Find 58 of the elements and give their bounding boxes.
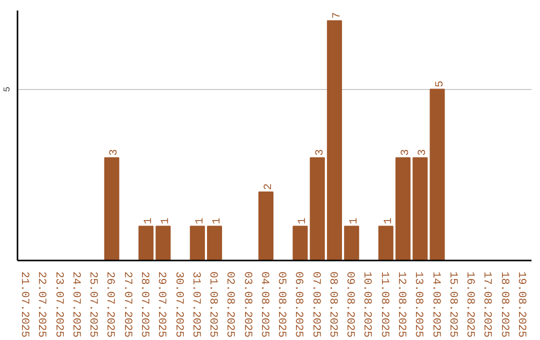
data-label: 1 [382,217,395,224]
bar [378,226,394,260]
data-label: 3 [314,149,326,156]
data-label: 2 [262,183,275,190]
data-label: 1 [194,217,206,224]
data-label: 3 [417,149,430,156]
x-tick-label: 08.08.2025 [326,272,338,338]
data-label: 1 [212,217,224,224]
x-tick-label: 06.08.2025 [292,272,304,338]
x-tick-label: 13.08.2025 [412,272,424,338]
bar [344,226,360,260]
data-label: 1 [143,217,155,224]
bar [310,157,325,260]
x-tick-label: 19.08.2025 [514,272,527,338]
data-label: 1 [348,217,361,224]
x-tick-label: 18.08.2025 [498,272,510,338]
x-tick-label: 14.08.2025 [429,272,442,338]
x-tick-label: 04.08.2025 [258,272,270,338]
data-label: 1 [160,217,172,224]
x-tick-label: 24.07.2025 [69,272,82,338]
x-tick-label: 02.08.2025 [224,272,236,338]
x-tick-label: 07.08.2025 [309,272,322,338]
bar [258,192,274,260]
x-tick-label: 05.08.2025 [275,272,288,338]
x-tick-label: 17.08.2025 [480,272,493,338]
bar [156,226,171,260]
x-tick-label: 16.08.2025 [464,272,476,338]
bar [104,157,120,260]
x-tick-label: 23.07.2025 [52,272,64,338]
data-label: 3 [400,149,412,156]
x-tick-label: 21.07.2025 [18,272,30,338]
x-tick-label: 30.07.2025 [172,272,184,338]
x-tick-label: 10.08.2025 [360,272,373,338]
data-label: 5 [434,80,446,88]
x-tick-label: 15.08.2025 [446,272,458,338]
x-tick-label: 22.07.2025 [35,272,48,338]
x-tick-label: 12.08.2025 [395,272,407,338]
bar [207,226,222,260]
x-tick-label: 28.07.2025 [138,272,150,338]
bar [190,226,205,260]
x-tick-label: 31.07.2025 [189,272,202,338]
x-tick-label: 03.08.2025 [240,272,253,338]
x-tick-label: 11.08.2025 [378,272,390,338]
data-label: 1 [297,217,310,224]
x-tick-label: 29.07.2025 [155,272,168,338]
x-tick-label: 25.07.2025 [86,272,99,338]
x-tick-label: 09.08.2025 [344,272,356,338]
x-tick-label: 01.08.2025 [206,272,219,338]
bar [412,157,428,260]
bar [430,88,445,260]
data-label: 3 [108,149,121,156]
data-label: 7 [331,12,344,19]
x-tick-label: 27.07.2025 [120,272,133,338]
bar [395,157,411,260]
bar [138,226,154,260]
bar [292,226,308,260]
x-tick-label: 26.07.2025 [104,272,116,338]
bar [326,20,342,260]
